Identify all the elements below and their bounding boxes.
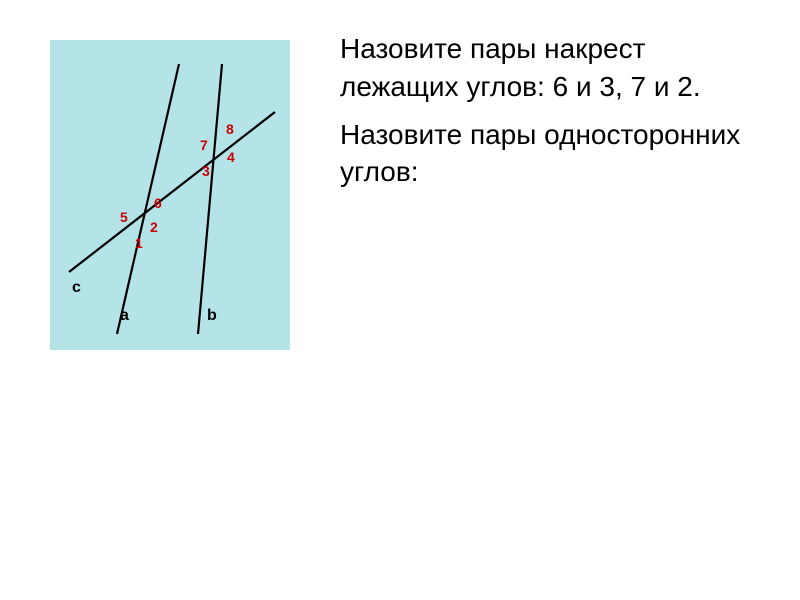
angle-label-1: 1	[135, 235, 143, 251]
angle-label-2: 2	[150, 219, 158, 235]
diagram-background	[50, 40, 290, 350]
paragraph1-answer: 6 и 3, 7 и 2.	[553, 71, 701, 102]
angle-label-6: 6	[154, 195, 162, 211]
line-label-b: b	[207, 307, 217, 324]
slide-container: 12 5 6 3 4 7 8 a b c Назовите пары накрест леж…	[0, 0, 800, 600]
line-label-c: c	[72, 279, 81, 296]
angle-label-8: 8	[226, 121, 234, 137]
geometry-diagram: 12 5 6 3 4 7 8 a b c	[50, 40, 290, 350]
angle-label-5: 5	[120, 209, 128, 225]
angle-label-7: 7	[200, 137, 208, 153]
line-label-a: a	[120, 307, 129, 324]
paragraph-alternate-angles: Назовите пары накрест лежащих углов: 6 и…	[340, 30, 770, 106]
angle-label-3: 3	[202, 163, 210, 179]
text-panel: Назовите пары накрест лежащих углов: 6 и…	[290, 0, 800, 600]
paragraph-cointerior-angles: Назовите пары односторонних углов:	[340, 116, 770, 192]
diagram-panel: 12 5 6 3 4 7 8 a b c	[50, 40, 290, 350]
angle-label-4: 4	[227, 149, 235, 165]
